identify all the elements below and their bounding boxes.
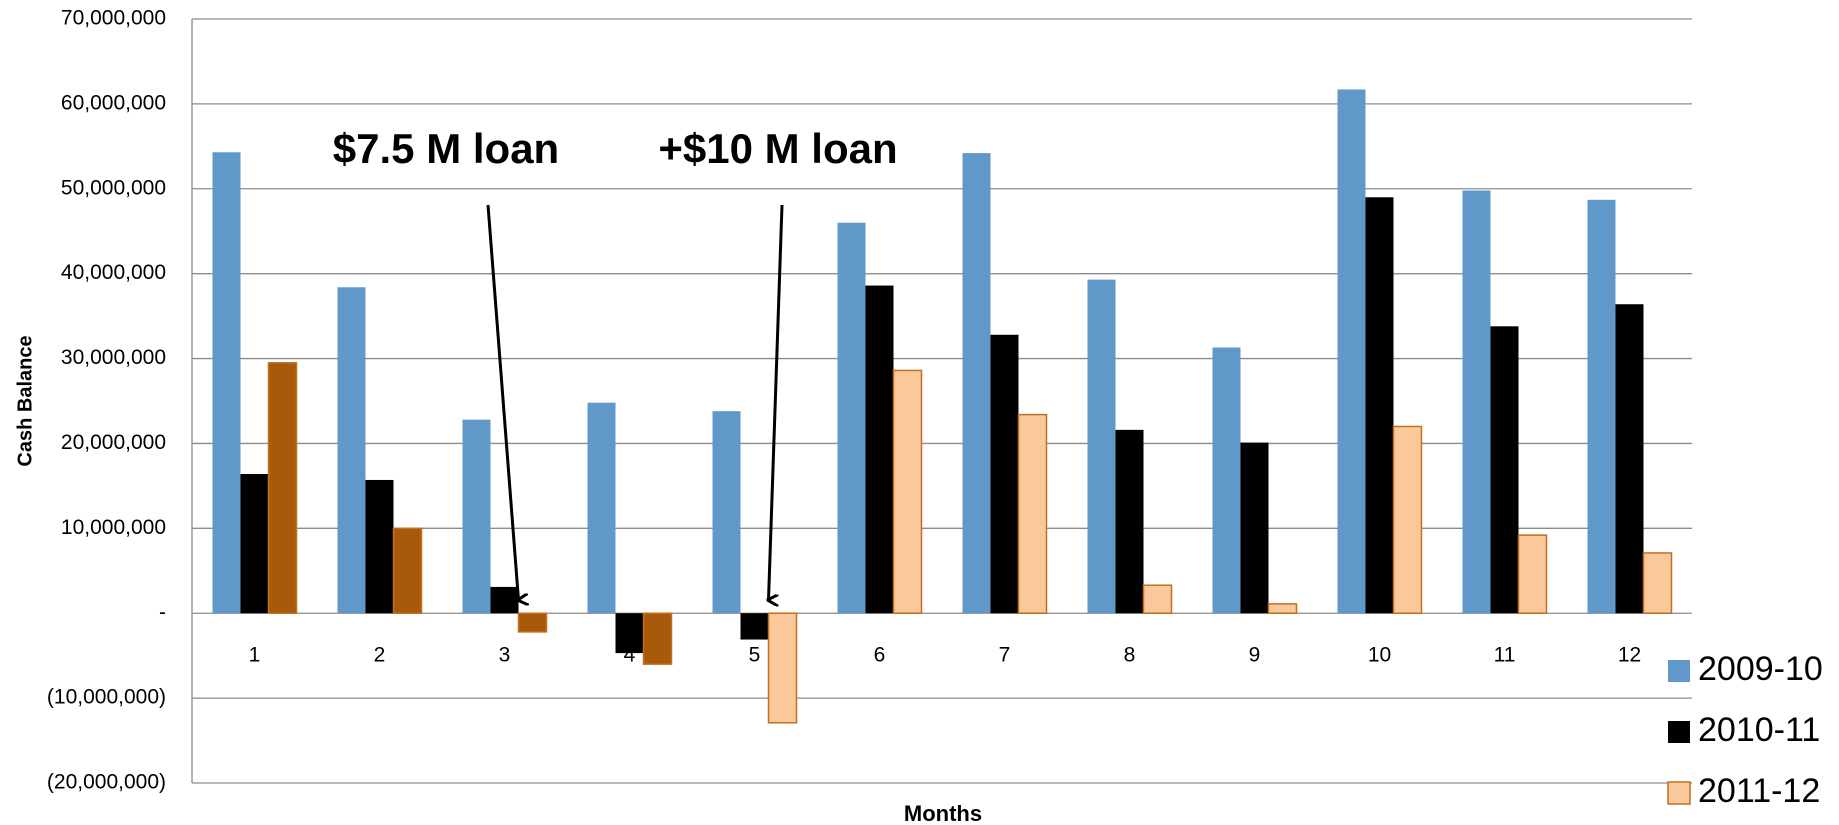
bar	[1142, 584, 1173, 614]
legend-label: 2011-12	[1698, 772, 1820, 810]
x-tick-label: 8	[1124, 644, 1136, 667]
x-tick-label: 3	[499, 644, 511, 667]
bar	[1087, 279, 1116, 614]
x-tick-label: 11	[1494, 644, 1516, 667]
x-tick-label: 2	[374, 644, 386, 667]
bar	[837, 222, 866, 614]
legend-swatch	[1667, 781, 1691, 805]
y-tick-label: 70,000,000	[61, 7, 166, 30]
y-axis-label: Cash Balance	[14, 335, 36, 466]
bar	[1392, 425, 1423, 614]
bar	[767, 612, 798, 724]
x-tick-label: 6	[874, 644, 886, 667]
bar	[1490, 326, 1519, 614]
bar	[267, 362, 298, 614]
legend-label: 2009-10	[1698, 650, 1823, 688]
x-tick-label: 1	[249, 644, 261, 667]
bar	[1212, 347, 1241, 614]
bar	[892, 369, 923, 614]
legend-label: 2010-11	[1698, 711, 1820, 749]
bar	[517, 612, 548, 633]
bar	[212, 152, 241, 614]
bar	[392, 527, 423, 614]
annotation: +$10 M loan	[658, 125, 897, 172]
arrow	[486, 204, 519, 600]
bar	[990, 334, 1019, 614]
bar	[1587, 199, 1616, 614]
bar	[1115, 429, 1144, 614]
arrow	[769, 204, 784, 600]
bar	[962, 153, 991, 614]
y-tick-label: 10,000,000	[61, 516, 166, 539]
bar	[1517, 534, 1548, 614]
bar	[865, 285, 894, 614]
y-tick-label: 40,000,000	[61, 261, 166, 284]
x-tick-label: 10	[1368, 644, 1391, 667]
bar	[712, 411, 741, 614]
x-tick-label: 12	[1618, 644, 1641, 667]
bar	[1017, 413, 1048, 614]
legend-swatch	[1668, 721, 1690, 743]
bar	[1642, 552, 1673, 614]
bar	[462, 419, 491, 614]
bar	[1462, 190, 1491, 614]
legend-swatch	[1668, 660, 1690, 682]
annotation: $7.5 M loan	[333, 125, 559, 172]
bar	[615, 613, 644, 654]
x-tick-label: 7	[999, 644, 1011, 667]
bar	[240, 474, 269, 614]
y-tick-label: 30,000,000	[61, 346, 166, 369]
y-tick-label: 20,000,000	[61, 431, 166, 454]
x-tick-label: 9	[1249, 644, 1261, 667]
bar	[490, 586, 519, 614]
bar	[642, 612, 673, 665]
bar	[1240, 442, 1269, 614]
bar	[740, 613, 769, 640]
bar	[1267, 603, 1298, 614]
x-tick-label: 5	[749, 644, 761, 667]
y-tick-label: 60,000,000	[61, 91, 166, 114]
bar	[1365, 197, 1394, 614]
y-tick-label: -	[159, 601, 166, 624]
bar	[337, 287, 366, 614]
bar	[1615, 304, 1644, 614]
bar	[365, 479, 394, 614]
bar	[587, 402, 616, 614]
y-tick-label: (20,000,000)	[47, 771, 166, 794]
bar	[1337, 89, 1366, 614]
y-tick-label: (10,000,000)	[47, 686, 166, 709]
x-axis-label: Months	[904, 801, 982, 825]
y-tick-label: 50,000,000	[61, 176, 166, 199]
